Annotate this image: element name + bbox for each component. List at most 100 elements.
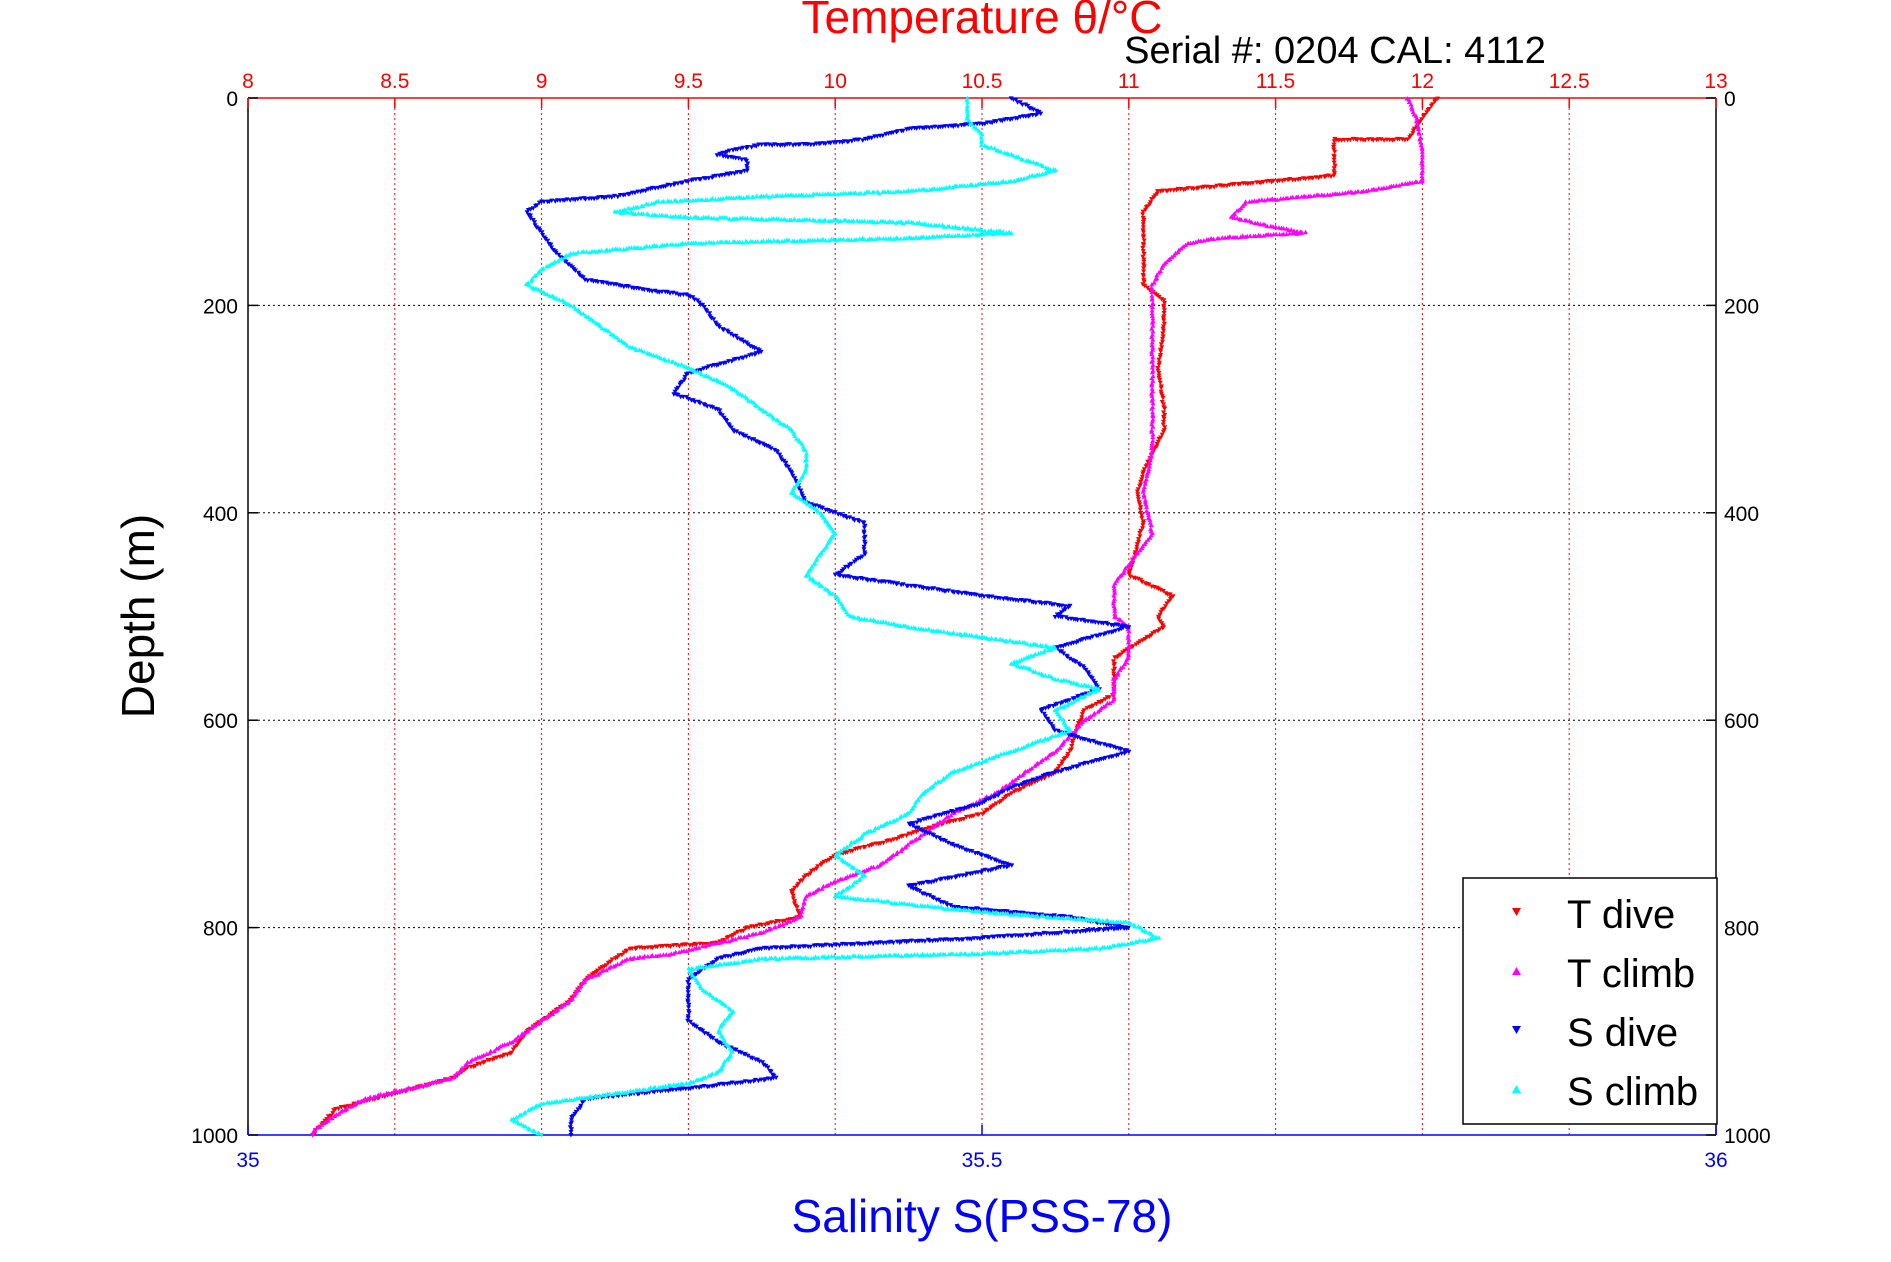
data-point (614, 209, 620, 214)
data-point (1142, 497, 1148, 503)
data-point (734, 336, 740, 341)
data-point (599, 325, 605, 331)
data-point (714, 239, 720, 245)
data-point (487, 1050, 492, 1056)
x-axis-ticks-bottom: 35 35.5 36 (236, 1125, 1728, 1172)
data-point (997, 636, 1003, 642)
data-point (1138, 479, 1144, 485)
data-point (572, 1096, 577, 1102)
data-point (1150, 413, 1156, 419)
data-point (975, 906, 981, 912)
data-point (1278, 196, 1284, 201)
data-point (670, 359, 676, 364)
data-point (1149, 443, 1155, 448)
data-point (736, 156, 742, 161)
data-point (1160, 336, 1165, 342)
data-point (945, 840, 951, 846)
data-point (587, 1093, 593, 1099)
data-point (743, 433, 749, 439)
data-point (1294, 228, 1300, 234)
data-point (1132, 550, 1138, 555)
data-point (537, 228, 543, 233)
data-point (808, 142, 814, 148)
data-point (1092, 928, 1098, 933)
data-point (887, 218, 893, 224)
data-point (897, 940, 903, 946)
data-point (880, 189, 886, 194)
data-point (819, 583, 825, 589)
data-point (538, 288, 544, 293)
x-top-tick-label: 12.5 (1549, 70, 1590, 93)
data-point (1146, 512, 1152, 518)
data-point (1030, 159, 1036, 165)
data-point (1331, 154, 1337, 160)
data-point (1074, 724, 1080, 730)
data-point (718, 1024, 724, 1029)
y-tick-label-right: 200 (1724, 295, 1759, 318)
data-point (882, 219, 888, 224)
data-point (404, 1086, 410, 1091)
data-point (960, 766, 966, 771)
data-point (1147, 517, 1153, 522)
data-point (1412, 179, 1418, 184)
data-point (771, 416, 777, 421)
data-point (915, 797, 921, 803)
data-point (1410, 128, 1416, 133)
data-point (1009, 779, 1015, 785)
data-point (1073, 659, 1079, 665)
data-point (1129, 558, 1135, 563)
data-point (742, 1052, 748, 1057)
data-point (790, 917, 796, 923)
data-point (815, 509, 821, 514)
data-point (1110, 668, 1116, 674)
data-point (673, 387, 679, 392)
data-point (1054, 706, 1060, 711)
data-point (855, 953, 861, 959)
data-point (664, 198, 670, 204)
data-point (789, 889, 794, 894)
data-point (980, 759, 986, 764)
data-point (691, 975, 697, 980)
data-point (806, 892, 812, 897)
data-point (1311, 193, 1317, 198)
data-point (451, 1074, 457, 1080)
data-point (1093, 633, 1099, 639)
data-point (1271, 231, 1277, 237)
data-point (667, 291, 673, 296)
data-point (1014, 949, 1019, 955)
data-point (717, 1030, 723, 1035)
data-point (1413, 113, 1419, 119)
data-point (811, 943, 817, 948)
data-point (727, 1054, 733, 1059)
data-point (1035, 776, 1041, 781)
data-point (885, 188, 891, 194)
data-point (1046, 752, 1052, 758)
data-point (595, 279, 601, 285)
data-point (1070, 930, 1076, 935)
data-point (847, 862, 852, 867)
data-point (918, 794, 923, 799)
data-point (717, 379, 723, 385)
data-point (988, 805, 994, 811)
data-point (1063, 678, 1069, 683)
data-point (911, 830, 917, 835)
data-point (351, 1102, 357, 1107)
data-point (1089, 684, 1095, 690)
data-point (1160, 339, 1165, 345)
data-point (609, 246, 615, 252)
data-point (783, 955, 789, 961)
data-point (935, 904, 941, 909)
x-top-tick-label: 9.5 (674, 70, 703, 93)
data-point (319, 1122, 325, 1127)
data-point (686, 982, 692, 988)
data-point (727, 1007, 733, 1012)
data-point (935, 952, 941, 957)
data-point (861, 536, 867, 541)
data-point (1001, 750, 1007, 756)
data-point (1100, 918, 1106, 923)
data-point (575, 249, 581, 255)
data-point (1158, 385, 1164, 391)
data-point (793, 482, 799, 488)
data-point (1189, 186, 1195, 191)
data-point (993, 801, 999, 806)
